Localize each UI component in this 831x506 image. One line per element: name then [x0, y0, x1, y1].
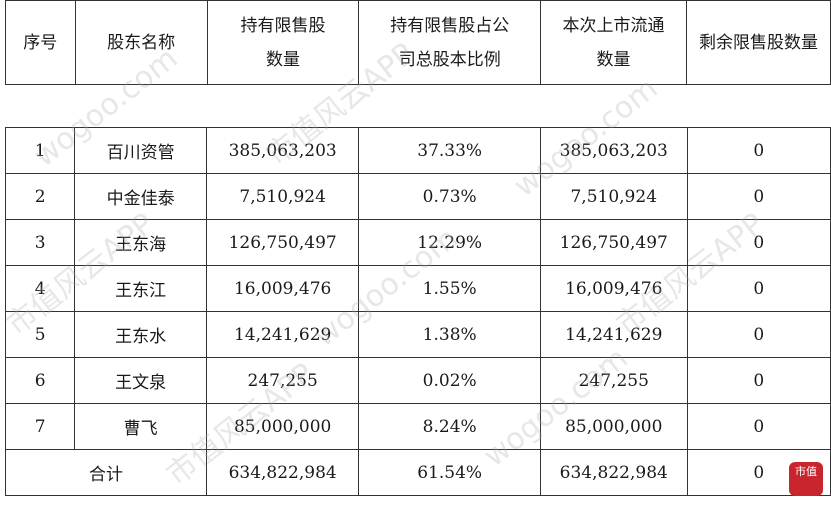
total-label: 合计: [5, 449, 207, 496]
cell-no: 3: [4, 219, 76, 266]
cell-rest: 0: [686, 265, 831, 312]
cell-rest: 0: [686, 357, 831, 404]
total-float: 634,822,984: [539, 449, 688, 496]
header-name: 股东名称: [74, 0, 208, 85]
cell-rest: 0: [686, 127, 831, 174]
cell-hold: 16,009,476: [205, 265, 360, 312]
cell-name: 中金佳泰: [74, 173, 207, 220]
total-ratio: 61.54%: [358, 449, 541, 496]
cell-float: 7,510,924: [539, 173, 688, 220]
logo-seal: 市值: [789, 462, 823, 496]
cell-name: 王东水: [74, 311, 207, 358]
cell-rest: 0: [686, 403, 831, 450]
cell-float: 385,063,203: [539, 127, 688, 174]
cell-no: 6: [4, 357, 76, 404]
cell-no: 4: [4, 265, 76, 312]
table-row: 2 中金佳泰 7,510,924 0.73% 7,510,924 0: [4, 173, 831, 220]
table-row: 6 王文泉 247,255 0.02% 247,255 0: [4, 357, 831, 404]
header-rest: 剩余限售股数量: [686, 0, 831, 85]
header-ratio-line1: 持有限售股占公: [390, 15, 510, 36]
header-row: 序号 股东名称 持有限售股 数量 持有限售股占公 司总股本比例 本次上市流通 数…: [5, 0, 831, 85]
cell-hold: 85,000,000: [205, 403, 360, 450]
header-float-line2: 数量: [596, 49, 631, 70]
header-no: 序号: [5, 0, 76, 85]
header-hold-line2: 数量: [266, 49, 301, 70]
header-hold: 持有限售股 数量: [206, 0, 360, 85]
header-table: 序号 股东名称 持有限售股 数量 持有限售股占公 司总股本比例 本次上市流通 数…: [5, 0, 831, 85]
data-table: 1 百川资管 385,063,203 37.33% 385,063,203 0 …: [4, 127, 831, 496]
cell-name: 王东江: [74, 265, 207, 312]
cell-float: 14,241,629: [539, 311, 688, 358]
cell-no: 2: [4, 173, 76, 220]
header-hold-line1: 持有限售股: [240, 15, 326, 36]
cell-rest: 0: [686, 311, 831, 358]
header-ratio: 持有限售股占公 司总股本比例: [358, 0, 542, 85]
cell-no: 1: [4, 127, 76, 174]
cell-ratio: 0.73%: [358, 173, 541, 220]
cell-no: 7: [4, 403, 76, 450]
cell-float: 126,750,497: [539, 219, 688, 266]
table-row: 4 王东江 16,009,476 1.55% 16,009,476 0: [4, 265, 831, 312]
cell-float: 247,255: [539, 357, 688, 404]
cell-hold: 385,063,203: [205, 127, 360, 174]
header-float-line1: 本次上市流通: [562, 15, 665, 36]
table-row: 5 王东水 14,241,629 1.38% 14,241,629 0: [4, 311, 831, 358]
cell-no: 5: [4, 311, 76, 358]
cell-ratio: 1.55%: [358, 265, 541, 312]
cell-ratio: 12.29%: [358, 219, 541, 266]
cell-ratio: 8.24%: [358, 403, 541, 450]
cell-float: 16,009,476: [539, 265, 688, 312]
table-row: 1 百川资管 385,063,203 37.33% 385,063,203 0: [4, 127, 831, 174]
cell-hold: 247,255: [205, 357, 360, 404]
cell-rest: 0: [686, 173, 831, 220]
cell-ratio: 1.38%: [358, 311, 541, 358]
cell-hold: 14,241,629: [205, 311, 360, 358]
header-ratio-line2: 司总股本比例: [398, 49, 501, 70]
cell-hold: 7,510,924: [205, 173, 360, 220]
table-row: 3 王东海 126,750,497 12.29% 126,750,497 0: [4, 219, 831, 266]
cell-name: 王东海: [74, 219, 207, 266]
total-hold: 634,822,984: [205, 449, 360, 496]
cell-name: 曹飞: [74, 403, 207, 450]
header-float: 本次上市流通 数量: [540, 0, 688, 85]
cell-name: 王文泉: [74, 357, 207, 404]
total-row: 合计 634,822,984 61.54% 634,822,984 0: [5, 449, 831, 496]
table-row: 7 曹飞 85,000,000 8.24% 85,000,000 0: [4, 403, 831, 450]
cell-rest: 0: [686, 219, 831, 266]
cell-ratio: 37.33%: [358, 127, 541, 174]
cell-name: 百川资管: [74, 127, 207, 174]
cell-hold: 126,750,497: [205, 219, 360, 266]
cell-ratio: 0.02%: [358, 357, 541, 404]
cell-float: 85,000,000: [539, 403, 688, 450]
